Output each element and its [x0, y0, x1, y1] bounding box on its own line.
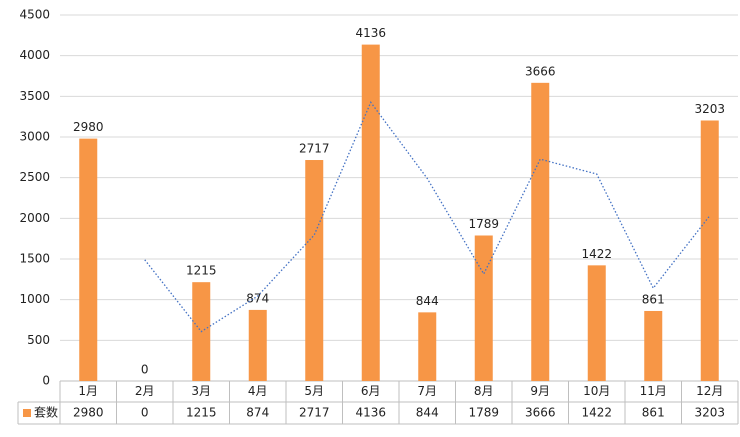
data-label: 2980	[73, 120, 104, 134]
data-label: 1422	[581, 247, 612, 261]
bar	[418, 312, 437, 381]
bar	[361, 44, 380, 381]
bar	[79, 138, 98, 381]
y-tick-label: 4500	[19, 8, 50, 22]
data-label: 4136	[355, 26, 386, 40]
table-value: 844	[416, 406, 439, 420]
x-tick-label: 1月	[78, 384, 98, 398]
table-value: 1422	[581, 406, 612, 420]
y-tick-label: 500	[27, 333, 50, 347]
y-tick-label: 2500	[19, 170, 50, 184]
table-value: 2980	[73, 406, 104, 420]
x-tick-label: 8月	[474, 384, 494, 398]
data-label: 0	[141, 363, 149, 377]
legend-swatch	[23, 409, 31, 417]
data-label: 3203	[694, 102, 725, 116]
x-tick-label: 4月	[248, 384, 268, 398]
x-tick-label: 12月	[696, 384, 723, 398]
data-label: 1215	[186, 264, 217, 278]
y-tick-label: 2000	[19, 211, 50, 225]
x-tick-label: 11月	[640, 384, 667, 398]
x-tick-label: 2月	[135, 384, 155, 398]
x-tick-label: 10月	[583, 384, 610, 398]
table-value: 861	[642, 406, 665, 420]
data-label: 861	[642, 292, 665, 306]
bar	[587, 265, 606, 381]
x-tick-label: 6月	[361, 384, 381, 398]
table-value: 1215	[186, 406, 217, 420]
x-tick-label: 5月	[304, 384, 324, 398]
data-label: 844	[416, 294, 439, 308]
table-value: 3203	[694, 406, 725, 420]
data-label: 1789	[468, 217, 499, 231]
table-value: 3666	[525, 406, 556, 420]
y-tick-label: 3000	[19, 130, 50, 144]
x-tick-label: 9月	[530, 384, 550, 398]
trendline	[144, 101, 711, 333]
bar	[474, 235, 493, 381]
data-label: 874	[246, 291, 269, 305]
table-value: 874	[246, 406, 269, 420]
data-label: 2717	[299, 142, 330, 156]
x-tick-label: 3月	[191, 384, 211, 398]
bar	[700, 120, 719, 382]
table-value: 4136	[355, 406, 386, 420]
y-tick-label: 1000	[19, 292, 50, 306]
table-value: 1789	[468, 406, 499, 420]
y-tick-label: 1500	[19, 252, 50, 266]
table-value: 0	[141, 406, 149, 420]
y-tick-label: 4000	[19, 48, 50, 62]
table-value: 2717	[299, 406, 330, 420]
y-tick-label: 0	[42, 374, 50, 388]
bar	[305, 160, 324, 381]
bar	[644, 310, 663, 381]
x-tick-label: 7月	[417, 384, 437, 398]
bar	[248, 309, 267, 381]
legend-label: 套数	[34, 405, 58, 420]
data-label: 3666	[525, 64, 556, 78]
bar	[531, 82, 550, 381]
y-tick-label: 3500	[19, 89, 50, 103]
